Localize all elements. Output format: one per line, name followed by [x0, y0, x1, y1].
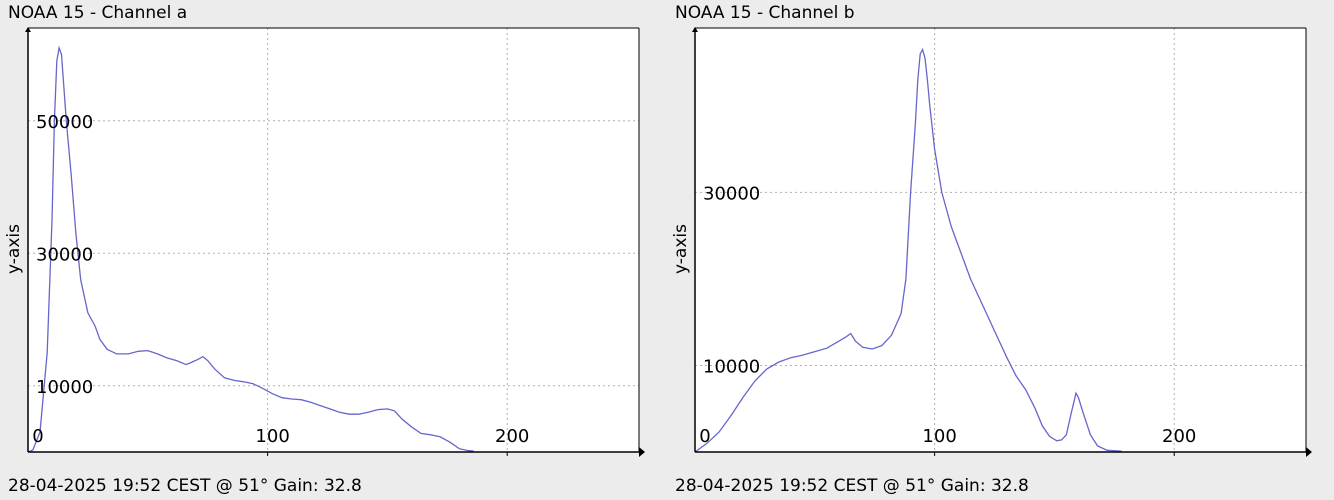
- chart-panel-channel-a: NOAA 15 - Channel a y-axis 0 100 200 10000 3…: [4, 3, 645, 496]
- chart-plot: 0 100 200 10000 30000: [692, 27, 1312, 457]
- y-axis-arrow: [25, 27, 31, 32]
- plot-area: [695, 28, 1306, 452]
- x-tick-label: 200: [1162, 426, 1196, 447]
- x-tick-label: 200: [495, 426, 529, 447]
- chart-title: NOAA 15 - Channel a: [8, 3, 188, 23]
- x-tick-label: 100: [922, 426, 956, 447]
- chart-footer: 28-04-2025 19:52 CEST @ 51° Gain: 32.8: [675, 476, 1029, 496]
- plot-area: [28, 28, 639, 452]
- chart-footer: 28-04-2025 19:52 CEST @ 51° Gain: 32.8: [8, 476, 362, 496]
- y-axis-arrow: [692, 27, 698, 32]
- y-tick-label: 30000: [703, 183, 760, 204]
- chart-title: NOAA 15 - Channel b: [675, 3, 855, 23]
- y-tick-label: 10000: [36, 377, 93, 398]
- series-line: [27, 45, 474, 453]
- y-tick-label: 10000: [703, 356, 760, 377]
- x-tick-label: 100: [255, 426, 289, 447]
- x-axis-arrow: [639, 447, 645, 457]
- x-tick-label: 0: [32, 426, 43, 447]
- chart-plot: 0 100 200 10000 30000 50000: [25, 27, 645, 457]
- y-tick-label: 30000: [36, 244, 93, 265]
- x-tick-label: 0: [699, 426, 710, 447]
- series-line: [694, 47, 1122, 453]
- x-axis-arrow: [1306, 447, 1312, 457]
- y-tick-label: 50000: [36, 112, 93, 133]
- chart-panel-channel-b: NOAA 15 - Channel b y-axis 0 100 200 10000 3…: [667, 0, 1334, 500]
